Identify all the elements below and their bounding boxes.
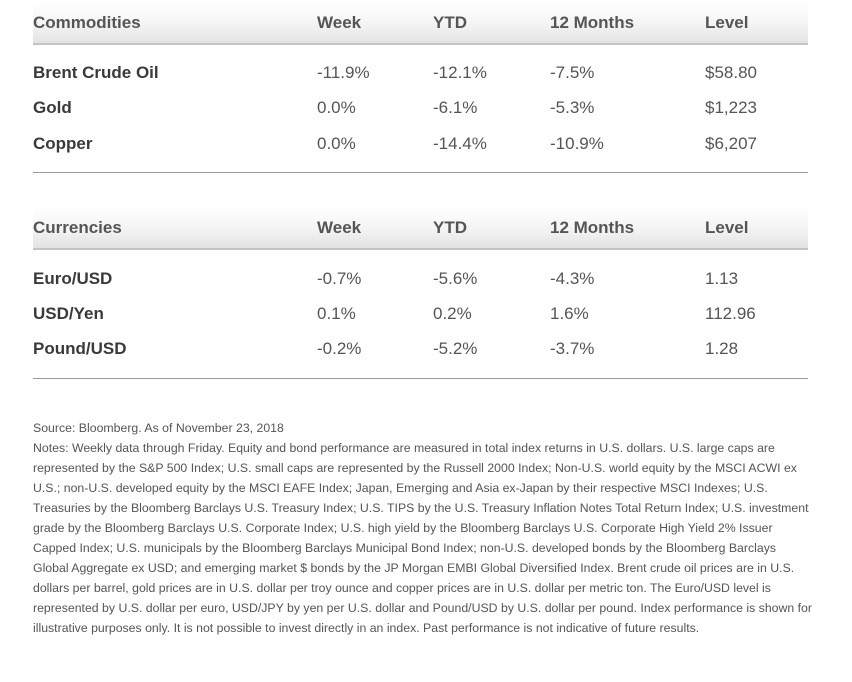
12-months-value: -4.3% bbox=[550, 269, 595, 288]
12-months-column-header: 12 Months bbox=[550, 13, 635, 32]
12-months-value: -10.9% bbox=[550, 134, 604, 153]
row-name: Copper bbox=[33, 134, 93, 153]
ytd-value: -12.1% bbox=[433, 63, 487, 82]
table-divider bbox=[33, 172, 808, 173]
row-name: Pound/USD bbox=[33, 339, 127, 358]
commodities-header-row: Commodities Week YTD 12 Months Level bbox=[33, 3, 808, 45]
week-value: -0.2% bbox=[317, 339, 362, 358]
ytd-value: -5.6% bbox=[433, 269, 478, 288]
week-value: -0.7% bbox=[317, 269, 362, 288]
currencies-header-row: Currencies Week YTD 12 Months Level bbox=[33, 208, 808, 250]
level-value: $1,223 bbox=[705, 98, 757, 117]
12-months-value: -3.7% bbox=[550, 339, 595, 358]
ytd-value: -6.1% bbox=[433, 98, 478, 117]
notes-text: Notes: Weekly data through Friday. Equit… bbox=[33, 441, 812, 635]
commodities-header-label: Commodities bbox=[33, 13, 141, 32]
table-divider bbox=[33, 378, 808, 379]
commodities-table: Commodities Week YTD 12 Months Level Bre… bbox=[33, 0, 808, 175]
row-name: USD/Yen bbox=[33, 304, 104, 323]
level-value: $58.80 bbox=[705, 63, 757, 82]
week-value: 0.0% bbox=[317, 98, 356, 117]
row-name: Euro/USD bbox=[33, 269, 113, 288]
ytd-value: -14.4% bbox=[433, 134, 487, 153]
week-value: 0.0% bbox=[317, 134, 356, 153]
footnotes: Source: Bloomberg. As of November 23, 20… bbox=[33, 418, 813, 638]
week-value: -11.9% bbox=[317, 63, 370, 82]
source-line: Source: Bloomberg. As of November 23, 20… bbox=[33, 421, 284, 435]
12-months-value: 1.6% bbox=[550, 304, 589, 323]
12-months-value: -5.3% bbox=[550, 98, 595, 117]
12-months-value: -7.5% bbox=[550, 63, 595, 82]
ytd-value: -5.2% bbox=[433, 339, 478, 358]
level-value: 1.13 bbox=[705, 269, 739, 288]
ytd-value: 0.2% bbox=[433, 304, 472, 323]
level-value: 1.28 bbox=[705, 339, 739, 358]
row-name: Brent Crude Oil bbox=[33, 63, 159, 82]
currencies-header-label: Currencies bbox=[33, 218, 122, 237]
level-column-header: Level bbox=[705, 218, 749, 237]
level-column-header: Level bbox=[705, 13, 749, 32]
week-column-header: Week bbox=[317, 13, 362, 32]
currencies-table: Currencies Week YTD 12 Months Level Euro… bbox=[33, 205, 808, 381]
level-value: 112.96 bbox=[705, 304, 756, 323]
week-value: 0.1% bbox=[317, 304, 356, 323]
ytd-column-header: YTD bbox=[433, 218, 467, 237]
ytd-column-header: YTD bbox=[433, 13, 467, 32]
row-name: Gold bbox=[33, 98, 72, 117]
week-column-header: Week bbox=[317, 218, 362, 237]
level-value: $6,207 bbox=[705, 134, 757, 153]
12-months-column-header: 12 Months bbox=[550, 218, 635, 237]
